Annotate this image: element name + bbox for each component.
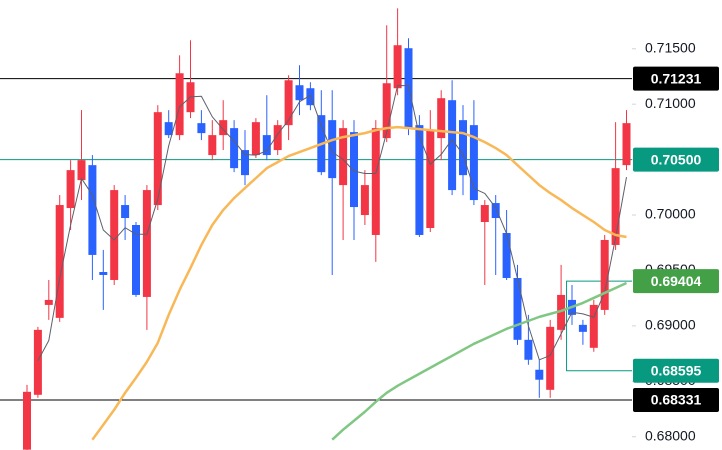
price-label: 0.70500 <box>651 151 702 167</box>
candle-body <box>66 170 75 209</box>
candle-body <box>175 73 184 136</box>
candle-body <box>132 225 140 295</box>
candle-body <box>480 205 489 223</box>
candle-body <box>469 125 478 201</box>
candle-body <box>164 122 173 136</box>
candle-body <box>142 190 151 297</box>
moving-average <box>37 85 627 362</box>
y-tick-label: 0.71000 <box>645 95 696 111</box>
candle-body <box>622 123 631 166</box>
candle-body <box>491 203 500 219</box>
price-label-box <box>633 269 719 294</box>
candle-body <box>44 299 53 305</box>
price-label-box <box>633 358 719 383</box>
candle-body <box>306 88 315 106</box>
y-tick-label: 0.69000 <box>645 317 696 333</box>
candle-body <box>208 135 217 156</box>
price-labels: 0.71231 0.70500 0.69404 0.68595 0.68331 <box>633 66 719 413</box>
box <box>566 280 632 372</box>
candle-body <box>415 125 424 235</box>
candle-body <box>426 130 435 228</box>
candle-body <box>33 329 42 395</box>
candle-body <box>437 98 446 139</box>
price-label-box <box>633 388 719 413</box>
candle-body <box>535 369 544 380</box>
candle-body <box>219 120 228 136</box>
y-tick-label: 0.71500 <box>645 39 696 55</box>
candle-body <box>284 80 293 126</box>
candle-body <box>600 239 609 310</box>
candle-body <box>578 324 587 332</box>
candle-body <box>77 160 86 181</box>
y-tick-label: 0.68000 <box>645 427 696 443</box>
candle-body <box>557 294 566 330</box>
moving-average <box>91 125 627 441</box>
candle-body <box>23 391 31 450</box>
candle-body <box>459 120 467 176</box>
candle-body <box>251 122 260 156</box>
candle-body <box>589 304 598 348</box>
candle-body <box>393 45 402 89</box>
price-label-box <box>633 66 719 91</box>
candle-body <box>382 83 391 139</box>
candle-body <box>546 326 555 390</box>
candle-body <box>121 205 130 219</box>
candle-body <box>350 132 358 208</box>
candle-body <box>230 128 239 169</box>
candle-body <box>339 128 348 186</box>
candle-body <box>273 125 282 151</box>
price-label: 0.69404 <box>651 273 702 289</box>
candle-body <box>502 232 511 278</box>
candle-body <box>99 271 108 275</box>
moving-average <box>331 281 628 441</box>
y-tick-label: 0.70000 <box>645 206 696 222</box>
candle-body <box>448 100 457 191</box>
candle-body <box>88 165 97 255</box>
candle-body <box>262 135 271 156</box>
candle-body <box>295 85 304 101</box>
candle-body <box>241 150 249 176</box>
price-label-box <box>633 147 719 172</box>
price-label: 0.68331 <box>651 392 702 408</box>
candle-body <box>513 277 522 340</box>
candle-body <box>371 128 380 235</box>
candle-body <box>360 185 369 216</box>
price-label: 0.68595 <box>651 362 702 378</box>
candle-body <box>524 339 533 360</box>
plot-area <box>0 8 632 450</box>
candle-body <box>110 190 119 280</box>
candle-body <box>611 168 620 245</box>
candle-body <box>404 48 413 129</box>
candle-body <box>153 112 162 206</box>
candle-body <box>197 123 206 134</box>
price-label: 0.71231 <box>651 70 702 86</box>
candle-body <box>328 120 337 179</box>
candle-body <box>55 205 64 318</box>
